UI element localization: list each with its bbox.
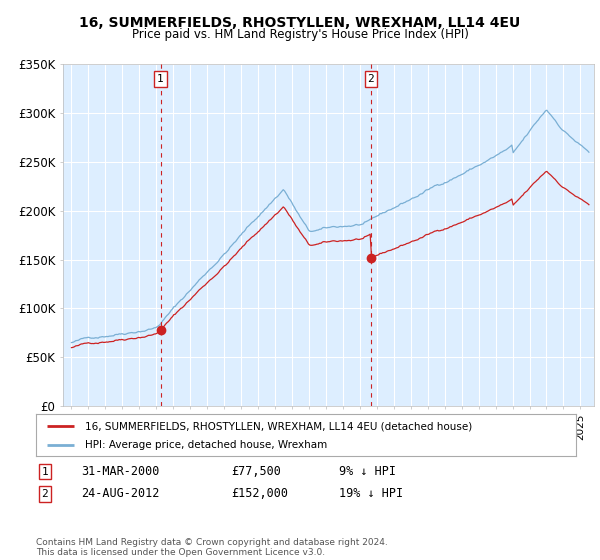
Text: 2: 2 [41, 489, 49, 499]
Text: £77,500: £77,500 [231, 465, 281, 478]
Text: 24-AUG-2012: 24-AUG-2012 [81, 487, 160, 501]
Text: £152,000: £152,000 [231, 487, 288, 501]
Text: HPI: Average price, detached house, Wrexham: HPI: Average price, detached house, Wrex… [85, 440, 327, 450]
Text: 1: 1 [157, 74, 164, 84]
Text: 16, SUMMERFIELDS, RHOSTYLLEN, WREXHAM, LL14 4EU (detached house): 16, SUMMERFIELDS, RHOSTYLLEN, WREXHAM, L… [85, 421, 472, 431]
Text: 16, SUMMERFIELDS, RHOSTYLLEN, WREXHAM, LL14 4EU: 16, SUMMERFIELDS, RHOSTYLLEN, WREXHAM, L… [79, 16, 521, 30]
Text: 2: 2 [368, 74, 374, 84]
Text: 1: 1 [41, 466, 49, 477]
Text: 19% ↓ HPI: 19% ↓ HPI [339, 487, 403, 501]
Text: 31-MAR-2000: 31-MAR-2000 [81, 465, 160, 478]
Text: 9% ↓ HPI: 9% ↓ HPI [339, 465, 396, 478]
Text: Price paid vs. HM Land Registry's House Price Index (HPI): Price paid vs. HM Land Registry's House … [131, 28, 469, 41]
Text: Contains HM Land Registry data © Crown copyright and database right 2024.
This d: Contains HM Land Registry data © Crown c… [36, 538, 388, 557]
